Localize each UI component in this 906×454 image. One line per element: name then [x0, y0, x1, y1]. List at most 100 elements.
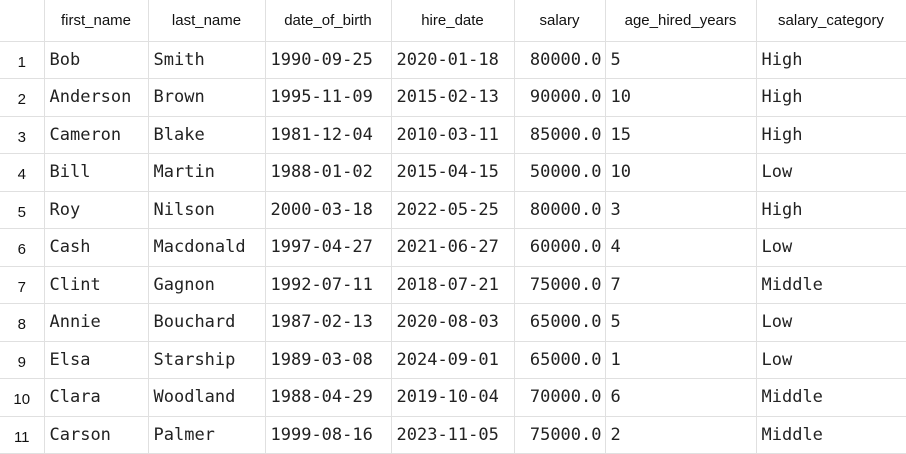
last-name-cell[interactable]: Starship: [148, 341, 266, 379]
first-name-cell[interactable]: Bob: [44, 41, 149, 79]
column-header-date-of-birth[interactable]: date_of_birth: [265, 0, 392, 42]
first-name-cell[interactable]: Elsa: [44, 341, 149, 379]
first-name-cell[interactable]: Clint: [44, 266, 149, 304]
row-number: 4: [0, 153, 45, 192]
salary-category-cell[interactable]: High: [756, 41, 906, 79]
last-name-cell[interactable]: Smith: [148, 41, 266, 79]
hire-date-cell[interactable]: 2019-10-04: [391, 378, 515, 417]
first-name-cell[interactable]: Annie: [44, 303, 149, 342]
salary-cell[interactable]: 70000.0: [514, 378, 606, 417]
date-of-birth-cell[interactable]: 2000-03-18: [265, 191, 392, 229]
hire-date-cell[interactable]: 2010-03-11: [391, 116, 515, 154]
last-name-cell[interactable]: Palmer: [148, 416, 266, 454]
salary-category-cell[interactable]: High: [756, 191, 906, 229]
age-hired-years-cell[interactable]: 15: [605, 116, 757, 154]
date-of-birth-cell[interactable]: 1999-08-16: [265, 416, 392, 454]
salary-cell[interactable]: 85000.0: [514, 116, 606, 154]
date-of-birth-cell[interactable]: 1992-07-11: [265, 266, 392, 304]
date-of-birth-cell[interactable]: 1997-04-27: [265, 228, 392, 267]
age-hired-years-cell[interactable]: 7: [605, 266, 757, 304]
age-hired-years-cell[interactable]: 10: [605, 78, 757, 117]
table-row[interactable]: 1 Bob Smith 1990-09-25 2020-01-18 80000.0 5 Hig…: [0, 41, 906, 79]
date-of-birth-cell[interactable]: 1988-01-02: [265, 153, 392, 192]
hire-date-cell[interactable]: 2020-01-18: [391, 41, 515, 79]
first-name-cell[interactable]: Roy: [44, 191, 149, 229]
salary-category-cell[interactable]: Low: [756, 341, 906, 379]
first-name-cell[interactable]: Cameron: [44, 116, 149, 154]
salary-category-cell[interactable]: Middle: [756, 378, 906, 417]
date-of-birth-cell[interactable]: 1981-12-04: [265, 116, 392, 154]
column-header-last-name[interactable]: last_name: [148, 0, 266, 42]
hire-date-cell[interactable]: 2022-05-25: [391, 191, 515, 229]
last-name-cell[interactable]: Gagnon: [148, 266, 266, 304]
salary-category-cell[interactable]: Middle: [756, 266, 906, 304]
date-of-birth-cell[interactable]: 1995-11-09: [265, 78, 392, 117]
table-header: first_name last_name date_of_birth hire_…: [0, 0, 906, 42]
last-name-cell[interactable]: Bouchard: [148, 303, 266, 342]
salary-cell[interactable]: 60000.0: [514, 228, 606, 267]
hire-date-cell[interactable]: 2021-06-27: [391, 228, 515, 267]
salary-category-cell[interactable]: High: [756, 78, 906, 117]
table-row[interactable]: 7 Clint Gagnon 1992-07-11 2018-07-21 75000.0 7…: [0, 266, 906, 304]
table-row[interactable]: 10 Clara Woodland 1988-04-29 2019-10-04 70000…: [0, 378, 906, 417]
last-name-cell[interactable]: Brown: [148, 78, 266, 117]
salary-category-cell[interactable]: Low: [756, 228, 906, 267]
age-hired-years-cell[interactable]: 2: [605, 416, 757, 454]
age-hired-years-cell[interactable]: 5: [605, 303, 757, 342]
table-row[interactable]: 3 Cameron Blake 1981-12-04 2010-03-11 85000.0…: [0, 116, 906, 154]
date-of-birth-cell[interactable]: 1990-09-25: [265, 41, 392, 79]
hire-date-cell[interactable]: 2024-09-01: [391, 341, 515, 379]
salary-cell[interactable]: 65000.0: [514, 341, 606, 379]
date-of-birth-cell[interactable]: 1987-02-13: [265, 303, 392, 342]
row-number: 11: [0, 416, 45, 454]
salary-cell[interactable]: 80000.0: [514, 191, 606, 229]
last-name-cell[interactable]: Macdonald: [148, 228, 266, 267]
salary-cell[interactable]: 75000.0: [514, 266, 606, 304]
hire-date-cell[interactable]: 2023-11-05: [391, 416, 515, 454]
hire-date-cell[interactable]: 2015-02-13: [391, 78, 515, 117]
age-hired-years-cell[interactable]: 6: [605, 378, 757, 417]
salary-cell[interactable]: 90000.0: [514, 78, 606, 117]
first-name-cell[interactable]: Bill: [44, 153, 149, 192]
salary-category-cell[interactable]: High: [756, 116, 906, 154]
first-name-cell[interactable]: Anderson: [44, 78, 149, 117]
column-header-age-hired-years[interactable]: age_hired_years: [605, 0, 757, 42]
hire-date-cell[interactable]: 2018-07-21: [391, 266, 515, 304]
salary-cell[interactable]: 50000.0: [514, 153, 606, 192]
hire-date-cell[interactable]: 2015-04-15: [391, 153, 515, 192]
age-hired-years-cell[interactable]: 4: [605, 228, 757, 267]
last-name-cell[interactable]: Blake: [148, 116, 266, 154]
table-row[interactable]: 5 Roy Nilson 2000-03-18 2022-05-25 80000.0 3 Hi…: [0, 191, 906, 229]
first-name-cell[interactable]: Cash: [44, 228, 149, 267]
last-name-cell[interactable]: Nilson: [148, 191, 266, 229]
first-name-cell[interactable]: Clara: [44, 378, 149, 417]
salary-category-cell[interactable]: Low: [756, 303, 906, 342]
salary-cell[interactable]: 80000.0: [514, 41, 606, 79]
row-number: 8: [0, 303, 45, 342]
table-row[interactable]: 9 Elsa Starship 1989-03-08 2024-09-01 65000.0…: [0, 341, 906, 379]
salary-cell[interactable]: 65000.0: [514, 303, 606, 342]
date-of-birth-cell[interactable]: 1989-03-08: [265, 341, 392, 379]
age-hired-years-cell[interactable]: 3: [605, 191, 757, 229]
last-name-cell[interactable]: Martin: [148, 153, 266, 192]
column-header-salary-category[interactable]: salary_category: [756, 0, 906, 42]
table-row[interactable]: 8 Annie Bouchard 1987-02-13 2020-08-03 65000.…: [0, 303, 906, 342]
salary-cell[interactable]: 75000.0: [514, 416, 606, 454]
table-row[interactable]: 11 Carson Palmer 1999-08-16 2023-11-05 75000.…: [0, 416, 906, 454]
age-hired-years-cell[interactable]: 1: [605, 341, 757, 379]
last-name-cell[interactable]: Woodland: [148, 378, 266, 417]
column-header-hire-date[interactable]: hire_date: [391, 0, 515, 42]
salary-category-cell[interactable]: Middle: [756, 416, 906, 454]
table-row[interactable]: 4 Bill Martin 1988-01-02 2015-04-15 50000.0 10…: [0, 153, 906, 192]
column-header-first-name[interactable]: first_name: [44, 0, 149, 42]
salary-category-cell[interactable]: Low: [756, 153, 906, 192]
age-hired-years-cell[interactable]: 5: [605, 41, 757, 79]
table-row[interactable]: 6 Cash Macdonald 1997-04-27 2021-06-27 60000.…: [0, 228, 906, 267]
table-row[interactable]: 2 Anderson Brown 1995-11-09 2015-02-13 90000.…: [0, 78, 906, 117]
first-name-cell[interactable]: Carson: [44, 416, 149, 454]
hire-date-cell[interactable]: 2020-08-03: [391, 303, 515, 342]
date-of-birth-cell[interactable]: 1988-04-29: [265, 378, 392, 417]
column-header-salary[interactable]: salary: [514, 0, 606, 42]
age-hired-years-cell[interactable]: 10: [605, 153, 757, 192]
header-row: first_name last_name date_of_birth hire_…: [0, 0, 906, 42]
